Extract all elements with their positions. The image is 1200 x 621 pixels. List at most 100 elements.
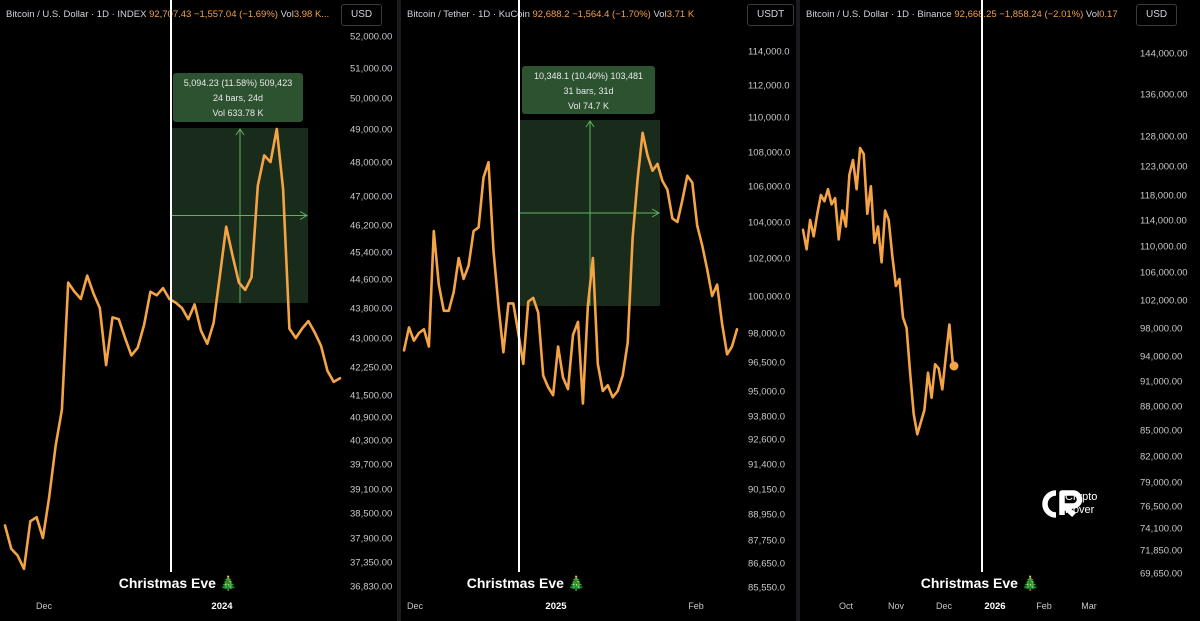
- y-axis-tick-label: 93,800.0: [748, 412, 785, 423]
- y-axis-tick-label: 88,950.0: [748, 510, 785, 521]
- y-axis-tick-label: 41,500.00: [350, 391, 392, 402]
- christmas-eve-label: Christmas Eve 🎄: [467, 575, 586, 592]
- y-axis-tick-label: 110,000.00: [1140, 242, 1187, 253]
- y-axis-tick-label: 85,550.0: [748, 583, 785, 594]
- panel-divider[interactable]: [397, 0, 401, 621]
- y-axis-tick-label: 38,500.00: [350, 509, 392, 520]
- price-series-line: [402, 131, 739, 405]
- x-axis-tick-label: 2026: [984, 601, 1005, 612]
- y-axis-tick-label: 96,500.0: [748, 358, 785, 369]
- chart-header: Bitcoin / U.S. Dollar · 1D · Binance 92,…: [806, 9, 1118, 20]
- measure-info-line1: 10,348.1 (10.40%) 103,481: [534, 71, 643, 81]
- currency-button[interactable]: USD: [341, 4, 383, 26]
- y-axis-tick-label: 74,100.00: [1140, 524, 1182, 535]
- symbol-title[interactable]: Bitcoin / U.S. Dollar · 1D · INDEX: [6, 9, 147, 20]
- currency-button[interactable]: USD: [1136, 4, 1178, 26]
- chart-panel-binance: Bitcoin / U.S. Dollar · 1D · Binance 92,…: [800, 0, 1200, 621]
- y-axis-tick-label: 51,000.00: [350, 64, 392, 75]
- y-axis-tick-label: 82,000.00: [1140, 452, 1182, 463]
- y-axis-tick-label: 44,600.00: [350, 275, 392, 286]
- y-axis-tick-label: 37,350.00: [350, 558, 392, 569]
- christmas-eve-label: Christmas Eve 🎄: [119, 575, 238, 592]
- y-axis-tick-label: 114,000.0: [748, 47, 790, 58]
- y-axis-tick-label: 47,000.00: [350, 192, 392, 203]
- y-axis-tick-label: 114,000.00: [1140, 216, 1187, 227]
- measure-info-line2: 31 bars, 31d: [563, 86, 613, 96]
- y-axis-tick-label: 40,300.00: [350, 436, 392, 447]
- y-axis-tick-label: 91,000.00: [1140, 377, 1182, 388]
- measure-info-line3: Vol 633.78 K: [212, 108, 263, 118]
- watermark-line-2: Rover: [1065, 504, 1095, 516]
- x-axis-tick-label: Dec: [36, 601, 53, 611]
- chart-header: Bitcoin / Tether · 1D · KuCoin 92,688.2 …: [407, 9, 694, 20]
- y-axis-tick-label: 39,700.00: [350, 460, 392, 471]
- symbol-title[interactable]: Bitcoin / Tether · 1D · KuCoin: [407, 9, 530, 20]
- volume-label: Vol: [1085, 9, 1100, 20]
- crypto-rover-logo-icon: [1042, 490, 1083, 518]
- y-axis-tick-label: 42,250.00: [350, 363, 392, 374]
- y-axis-tick-label: 112,000.0: [748, 81, 790, 92]
- measure-info-line2: 24 bars, 24d: [213, 93, 263, 103]
- y-axis-tick-label: 106,000.00: [1140, 268, 1188, 279]
- y-axis-tick-label: 69,650.00: [1140, 569, 1182, 580]
- y-axis-tick-label: 48,000.00: [350, 158, 392, 169]
- price-series-line: [801, 146, 955, 436]
- y-axis-tick-label: 85,000.00: [1140, 426, 1182, 437]
- y-axis-tick-label: 106,000.0: [748, 182, 790, 193]
- y-axis-tick-label: 102,000.0: [748, 254, 790, 265]
- y-axis-tick-label: 91,400.0: [748, 460, 785, 471]
- y-axis-tick-label: 43,800.00: [350, 304, 392, 315]
- x-axis-tick-label: Feb: [688, 601, 704, 611]
- x-axis-tick-label: Oct: [839, 601, 854, 611]
- y-axis-tick-label: 100,000.0: [748, 292, 790, 303]
- arrow-right-icon: [299, 211, 309, 220]
- y-axis-tick-label: 98,000.00: [1140, 324, 1182, 335]
- y-axis-tick-label: 90,150.0: [748, 485, 785, 496]
- y-axis-tick-label: 108,000.0: [748, 148, 790, 159]
- y-axis-tick-label: 52,000.00: [350, 32, 392, 43]
- y-axis-tick-label: 95,000.0: [748, 387, 785, 398]
- panel-divider[interactable]: [796, 0, 800, 621]
- price-change: −1,858.24 (−2.01%): [999, 9, 1084, 20]
- y-axis-tick-label: 36,830.00: [350, 582, 392, 593]
- volume-label: Vol: [280, 9, 294, 20]
- y-axis-tick-label: 37,900.00: [350, 534, 392, 545]
- x-axis-tick-label: Dec: [936, 601, 953, 611]
- y-axis-tick-label: 71,850.00: [1140, 546, 1182, 557]
- watermark-line-1: Crypto: [1065, 491, 1098, 503]
- y-axis-tick-label: 118,000.00: [1140, 191, 1187, 202]
- volume-label: Vol: [653, 9, 667, 20]
- measure-info-line3: Vol 74.7 K: [568, 101, 609, 111]
- y-axis-tick-label: 88,000.00: [1140, 402, 1182, 413]
- chart-canvas[interactable]: 10,348.1 (10.40%) 103,481 31 bars, 31d Vol…: [401, 0, 796, 621]
- y-axis-tick-label: 144,000.00: [1140, 49, 1188, 60]
- x-axis-tick-label: Mar: [1081, 601, 1097, 611]
- symbol-title[interactable]: Bitcoin / U.S. Dollar · 1D · Binance: [806, 9, 952, 20]
- y-axis-tick-label: 76,500.00: [1140, 502, 1182, 513]
- y-axis-tick-label: 94,000.00: [1140, 352, 1182, 363]
- measure-info-line1: 5,094.23 (11.58%) 509,423: [184, 78, 292, 88]
- y-axis-tick-label: 87,750.0: [748, 536, 785, 547]
- x-axis-tick-label: Feb: [1036, 601, 1052, 611]
- arrow-up-icon: [235, 128, 245, 136]
- y-axis-tick-label: 92,600.0: [748, 435, 785, 446]
- arrow-right-icon: [651, 208, 661, 218]
- y-axis-tick-label: 46,200.00: [350, 221, 392, 232]
- y-axis-tick-label: 123,000.00: [1140, 162, 1188, 173]
- price-series-line: [3, 127, 342, 571]
- last-price-dot: [949, 361, 959, 371]
- price-change: −1,564.4 (−1.70%): [572, 9, 651, 20]
- chart-canvas[interactable]: 5,094.23 (11.58%) 509,423 24 bars, 24d Vol…: [0, 0, 397, 621]
- last-price: 92,668.25: [954, 9, 997, 20]
- y-axis-tick-label: 39,100.00: [350, 485, 392, 496]
- chart-panel-index: Bitcoin / U.S. Dollar · 1D · INDEX 92,70…: [0, 0, 397, 621]
- y-axis-tick-label: 45,400.00: [350, 248, 392, 259]
- chart-panel-kucoin: Bitcoin / Tether · 1D · KuCoin 92,688.2 …: [401, 0, 796, 621]
- y-axis-tick-label: 104,000.0: [748, 218, 790, 229]
- y-axis-tick-label: 102,000.00: [1140, 296, 1188, 307]
- last-price: 92,688.2: [532, 9, 570, 20]
- x-axis-tick-label: Dec: [407, 601, 424, 611]
- currency-button[interactable]: USDT: [747, 4, 795, 26]
- x-axis-tick-label: 2024: [211, 601, 233, 612]
- chart-canvas[interactable]: Christmas Eve 🎄 144,000.00 136,000.00 128,0…: [800, 0, 1200, 621]
